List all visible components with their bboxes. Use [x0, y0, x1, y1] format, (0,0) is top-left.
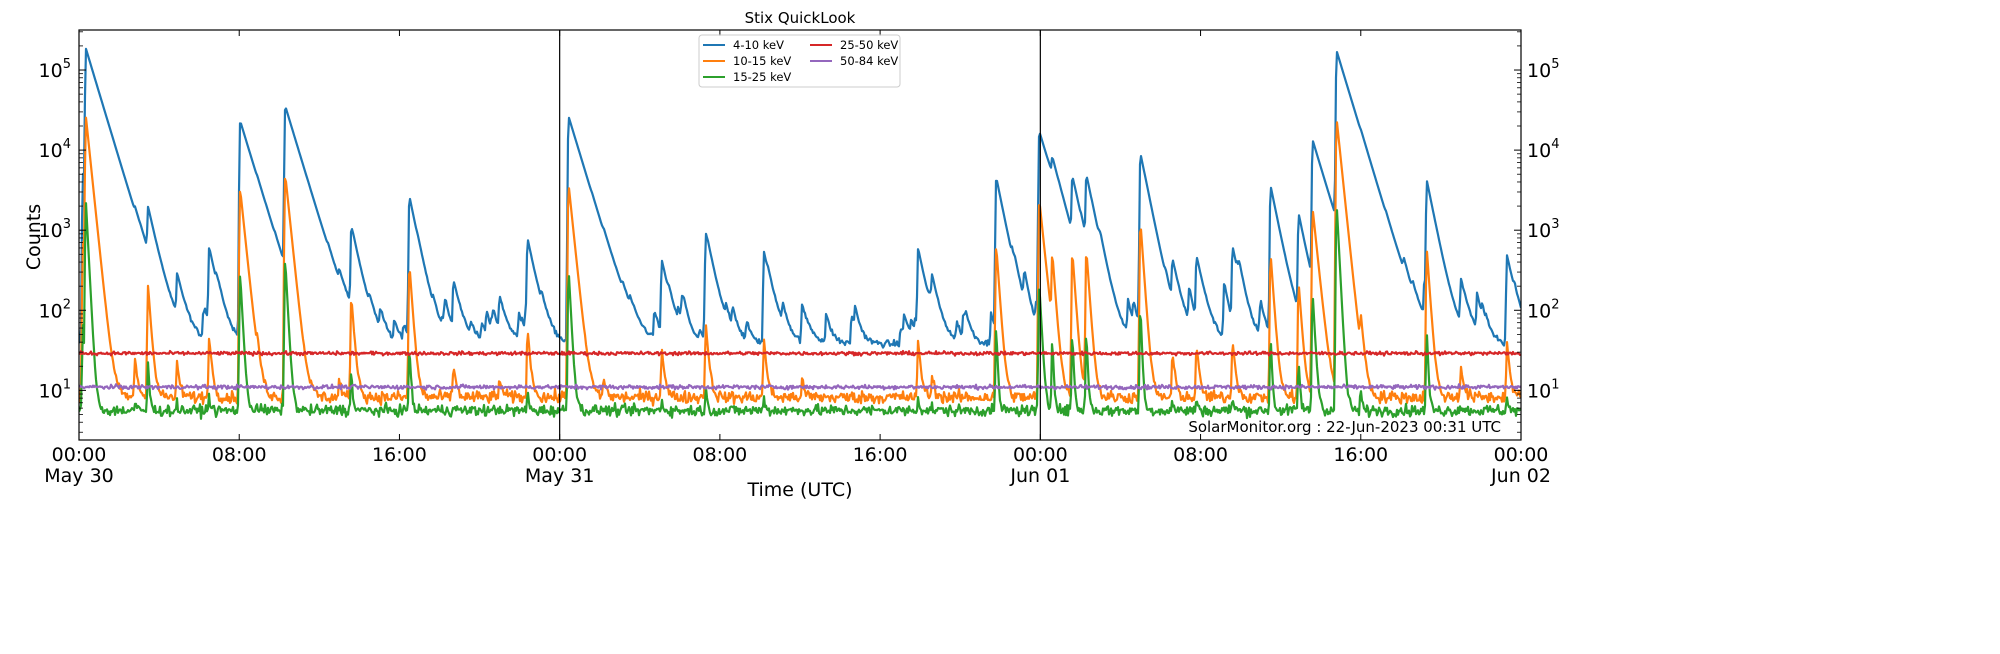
tick-exponent: 1: [63, 377, 71, 392]
tick-base: 10: [39, 60, 63, 82]
series-line-4-10-kev: [79, 47, 1521, 349]
y-tick-label: 101: [39, 377, 71, 402]
y-tick-label-right: 104: [1527, 137, 1559, 162]
tick-base: 10: [1527, 140, 1551, 162]
y-tick-label: 103: [39, 217, 71, 242]
series-layer: [79, 47, 1521, 420]
x-tick-label: 00:00: [1494, 444, 1549, 466]
tick-exponent: 3: [63, 217, 71, 232]
tick-exponent: 3: [1551, 217, 1559, 232]
tick-base: 10: [39, 140, 63, 162]
tick-base: 10: [1527, 220, 1551, 242]
legend: 4-10 keV 10-15 keV 15-25 keV 25-50 keV 50-84…: [698, 34, 901, 88]
tick-base: 10: [39, 300, 63, 322]
tick-exponent: 1: [1551, 377, 1559, 392]
x-tick-date-label: May 30: [44, 465, 114, 487]
legend-label: 4-10 keV: [733, 38, 784, 52]
x-tick-date-label: Jun 02: [1490, 465, 1551, 487]
series-line-15-25-kev: [79, 202, 1521, 420]
y-tick-label-right: 105: [1527, 57, 1559, 82]
legend-box: [698, 34, 901, 88]
tick-base: 10: [1527, 300, 1551, 322]
chart-title: Stix QuickLook: [745, 9, 856, 27]
x-tick-date-label: Jun 01: [1009, 465, 1070, 487]
x-tick-label: 08:00: [212, 444, 267, 466]
tick-exponent: 4: [63, 137, 71, 152]
tick-base: 10: [39, 380, 63, 402]
legend-label: 10-15 keV: [733, 54, 791, 68]
tick-base: 10: [1527, 380, 1551, 402]
y-axis-label: Counts: [23, 204, 45, 270]
day-separators: [559, 30, 1041, 440]
legend-label: 50-84 keV: [840, 54, 898, 68]
plot-frame: [78, 29, 1522, 441]
x-tick-label: 16:00: [1333, 444, 1388, 466]
y-tick-label: 102: [39, 297, 71, 322]
y-tick-label: 105: [39, 57, 71, 82]
tick-exponent: 5: [1551, 57, 1559, 72]
x-tick-label: 00:00: [52, 444, 107, 466]
tick-base: 10: [39, 220, 63, 242]
x-tick-label: 08:00: [693, 444, 748, 466]
tick-exponent: 4: [1551, 137, 1559, 152]
x-tick-label: 16:00: [372, 444, 427, 466]
legend-label: 25-50 keV: [840, 38, 898, 52]
series-line-50-84-kev: [79, 383, 1521, 391]
x-tick-label: 00:00: [532, 444, 587, 466]
x-axis-label: Time (UTC): [746, 479, 852, 501]
y-tick-label-right: 101: [1527, 377, 1559, 402]
y-tick-label-right: 103: [1527, 217, 1559, 242]
x-tick-label: 16:00: [853, 444, 908, 466]
tick-exponent: 2: [1551, 297, 1559, 312]
tick-exponent: 5: [63, 57, 71, 72]
tick-exponent: 2: [63, 297, 71, 312]
source-annotation: SolarMonitor.org : 22-Jun-2023 00:31 UTC: [1188, 418, 1501, 436]
series-line-10-15-kev: [79, 116, 1521, 407]
x-tick-date-label: May 31: [525, 465, 595, 487]
legend-label: 15-25 keV: [733, 70, 791, 84]
x-tick-label: 00:00: [1013, 444, 1068, 466]
y-tick-label: 104: [39, 137, 71, 162]
tick-base: 10: [1527, 60, 1551, 82]
x-tick-label: 08:00: [1173, 444, 1228, 466]
series-line-25-50-kev: [79, 349, 1521, 357]
y-tick-label-right: 102: [1527, 297, 1559, 322]
